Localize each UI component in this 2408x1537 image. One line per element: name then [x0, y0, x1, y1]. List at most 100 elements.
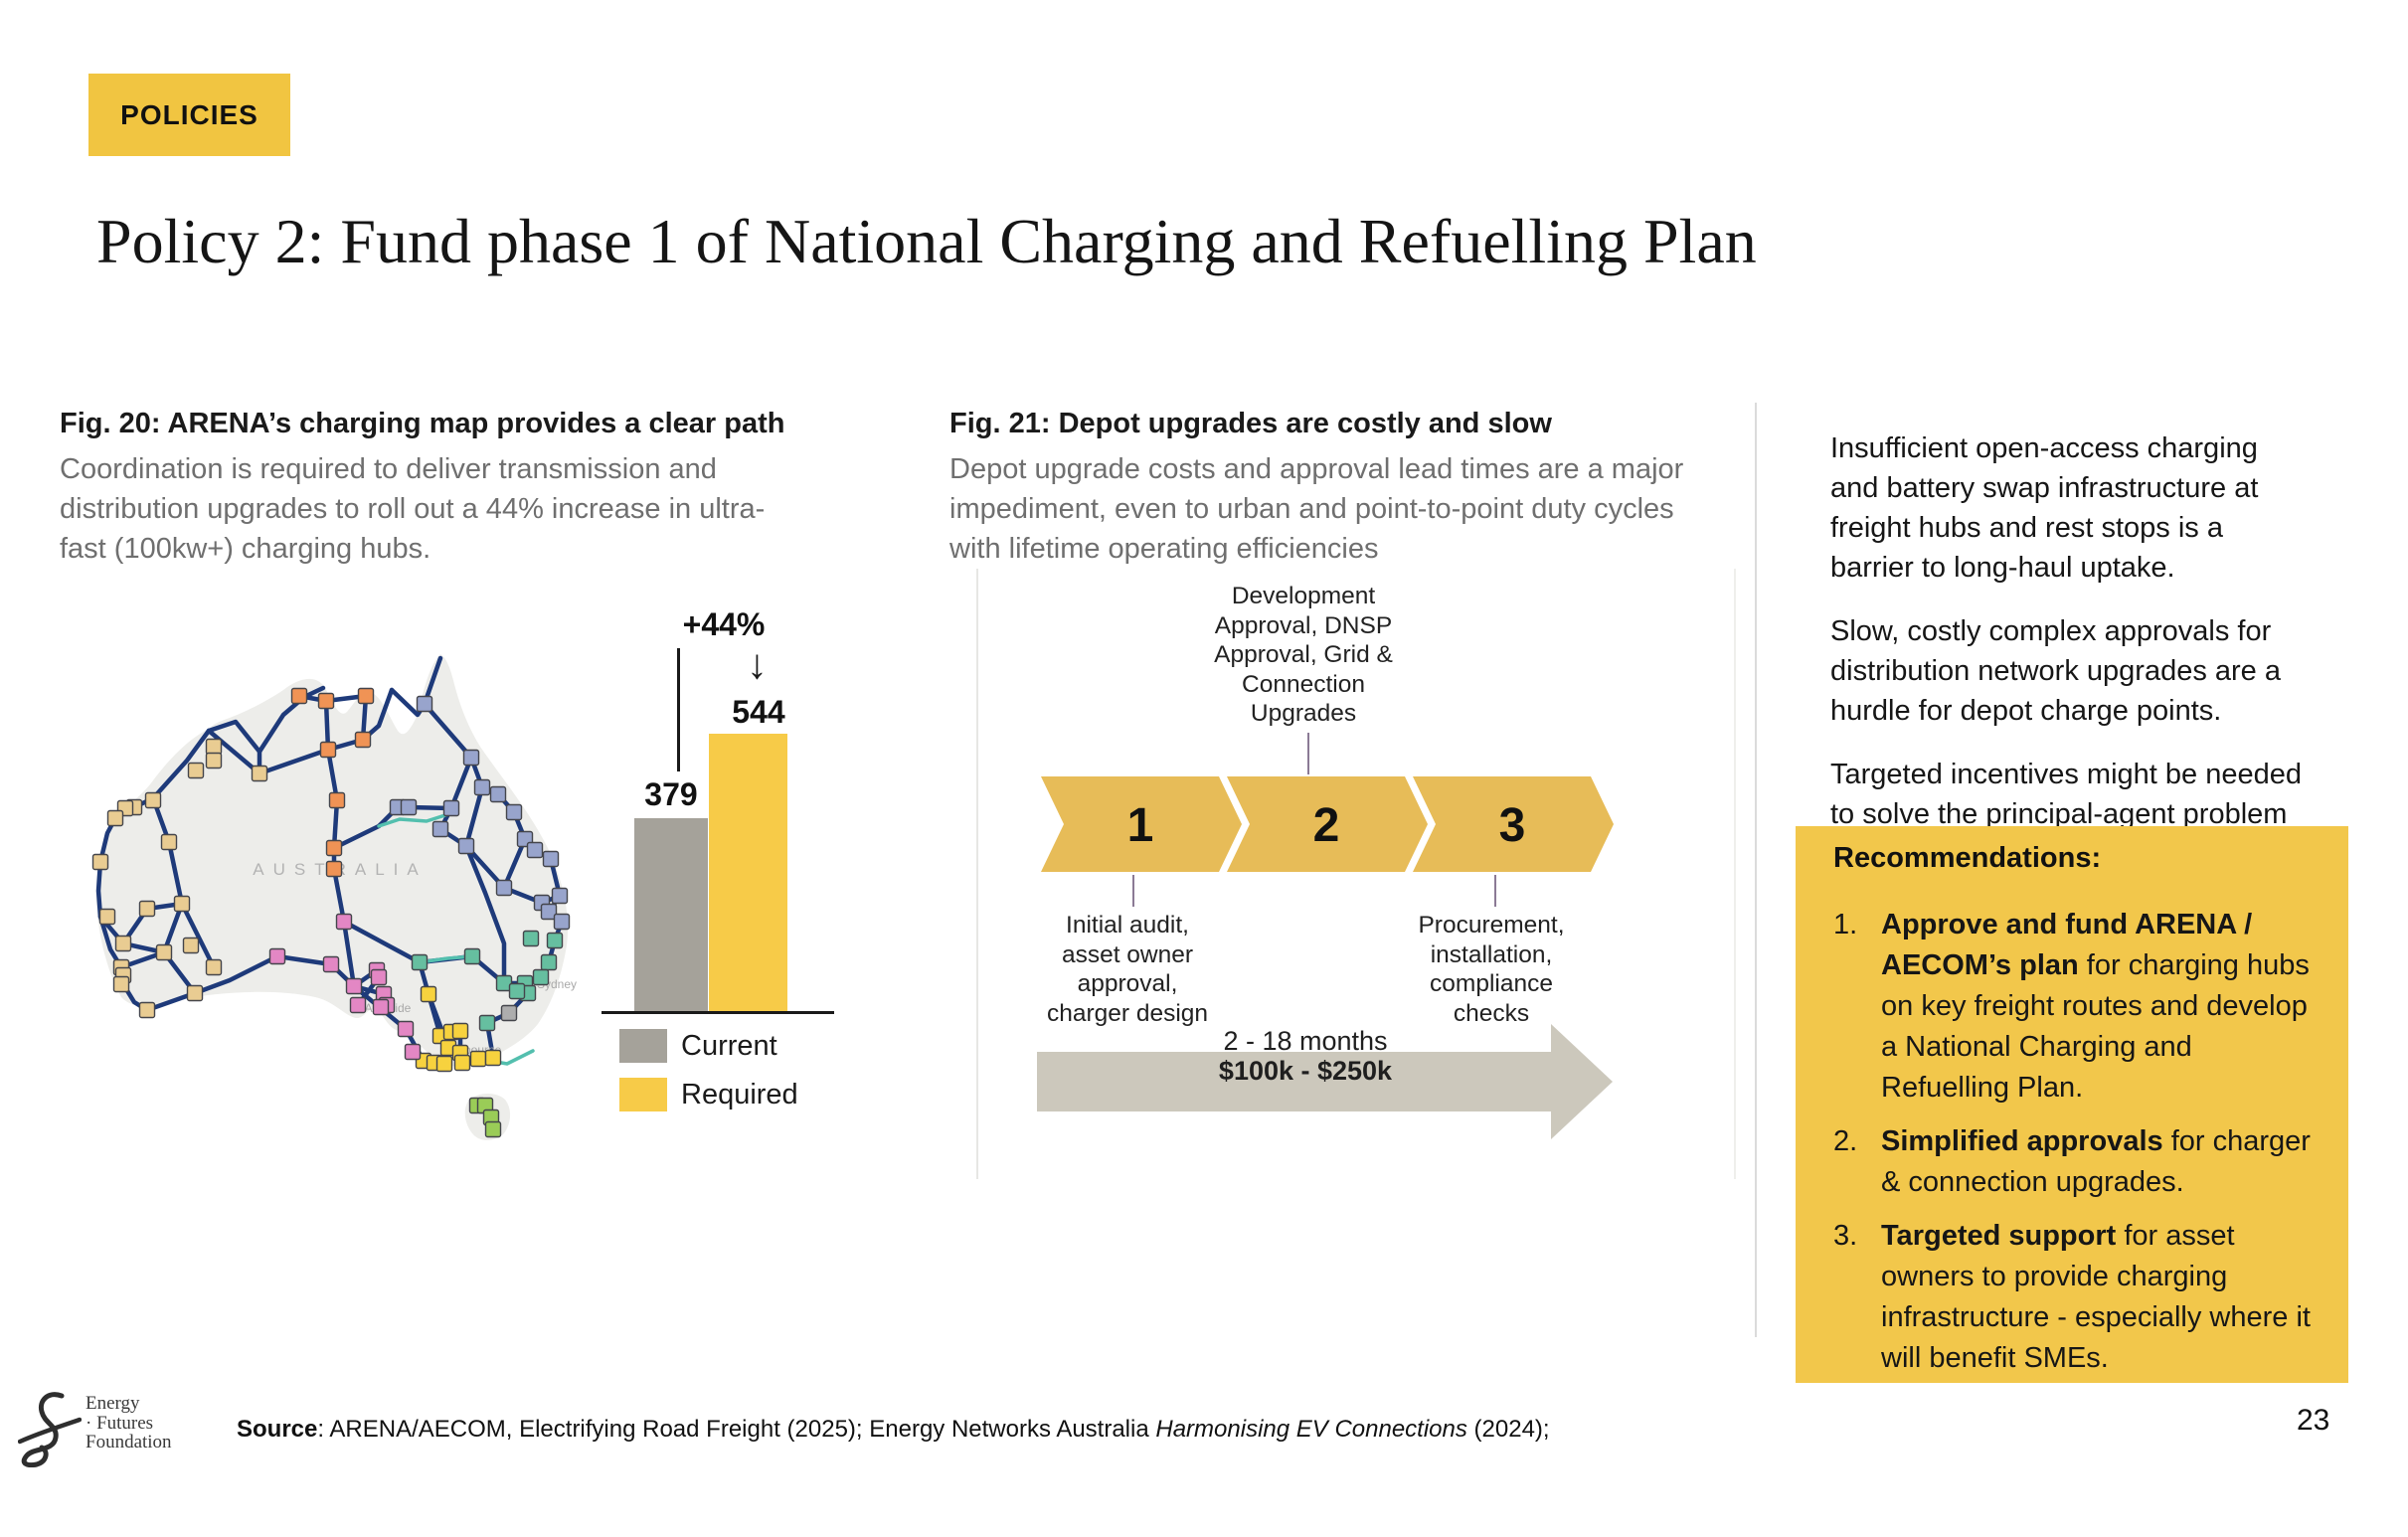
fig21-description: Depot upgrade costs and approval lead ti…: [949, 453, 1684, 565]
recommendation-number: 3.: [1833, 1220, 1858, 1252]
charging-hub-marker-seafoam: [411, 953, 429, 971]
timeline-arrowhead: [1551, 1024, 1613, 1139]
charging-hub-marker-tan: [251, 765, 268, 782]
page-title: Policy 2: Fund phase 1 of National Charg…: [96, 206, 1757, 276]
charging-hub-marker-slate: [462, 749, 480, 767]
current-bar: [634, 818, 708, 1013]
recommendation-text: Simplified approvals for charger & conne…: [1881, 1121, 2326, 1203]
charging-hub-marker-pink: [372, 998, 390, 1016]
fig20-caption: Fig. 20: ARENA’s charging map provides a…: [60, 408, 785, 439]
source-italic-title: Harmonising EV Connections: [1155, 1416, 1467, 1443]
timeline-duration: 2 - 18 months: [1223, 1026, 1388, 1056]
annotation-line: [677, 648, 680, 771]
fig21-caption: Fig. 21: Depot upgrades are costly and s…: [949, 408, 1552, 439]
charging-hub-marker-slate: [457, 837, 475, 855]
charging-hub-marker-orange: [317, 692, 335, 710]
timeline-arrow-body: [1037, 1052, 1551, 1111]
charging-hub-marker-slate: [400, 798, 418, 816]
charging-hub-marker-pink: [404, 1043, 422, 1061]
recommendations-box: Recommendations: 1. Approve and fund AREN…: [1796, 826, 2348, 1383]
source-citation: Source: ARENA/AECOM, Electrifying Road F…: [237, 1416, 1550, 1444]
charging-hub-marker-seafoam: [546, 932, 564, 949]
charging-hub-marker-tan: [114, 935, 132, 952]
step1-bottom-label: Initial audit, asset owner approval, cha…: [1046, 912, 1209, 1027]
charging-hub-markers: [91, 687, 571, 1138]
charging-hub-marker-yellow: [420, 985, 437, 1003]
energy-futures-foundation-logo-icon: [18, 1392, 82, 1467]
required-bar: [709, 734, 787, 1013]
recommendations-heading: Recommendations:: [1833, 842, 2102, 874]
charging-hub-marker-orange: [354, 731, 372, 749]
step3-bottom-label: Procurement, installation, compliance ch…: [1418, 912, 1565, 1027]
timeline-cost: $100k - $250k: [1218, 1056, 1393, 1086]
recommendations-list: 1. Approve and fund ARENA / AECOM’s plan …: [1833, 905, 2326, 1379]
charging-hub-marker-pink: [322, 955, 340, 973]
charging-hub-marker-slate: [431, 820, 449, 838]
recommendation-lead: Simplified approvals: [1881, 1125, 2163, 1157]
logo-line: · Futures: [86, 1412, 154, 1434]
charging-hub-marker-slate: [505, 803, 523, 821]
timeline-arrow: [1037, 1024, 1613, 1139]
recommendation-rest: for asset owners to provide charging inf…: [1881, 1220, 2311, 1374]
logo-line: Foundation: [86, 1432, 172, 1452]
charging-hub-marker-seafoam: [508, 982, 526, 1000]
process-step-chevron-1: [1041, 776, 1242, 872]
recommendation-lead: Targeted support: [1881, 1220, 2117, 1252]
charging-hub-marker-slate: [473, 778, 491, 796]
required-value-label: 544: [732, 694, 785, 730]
current-legend-label: Current: [681, 1029, 777, 1062]
charging-hub-marker-slate: [553, 913, 571, 931]
charging-hub-marker-tan: [205, 738, 223, 756]
process-step-number: 2: [1313, 799, 1340, 852]
charging-hub-marker-pink: [268, 947, 286, 965]
charging-hub-marker-slate: [542, 850, 560, 868]
logo-wordmark: Energy · Futures Foundation: [86, 1394, 172, 1452]
charging-hub-marker-orange: [290, 687, 308, 705]
column-divider: [1755, 403, 1757, 1337]
charging-hub-marker-tan: [98, 908, 116, 926]
charging-hubs-bar-chart: +44% ↓ 544 379 Current Required: [602, 606, 845, 1133]
charging-hub-marker-tan: [112, 975, 130, 993]
charging-hub-marker-tan: [186, 984, 204, 1002]
charging-hub-marker-slate: [495, 879, 513, 897]
charging-hub-marker-seafoam: [532, 968, 550, 986]
charging-hub-marker-orange: [325, 860, 343, 878]
required-legend-label: Required: [681, 1078, 798, 1110]
recommendation-rest: for charging hubs on key freight routes …: [1881, 949, 2310, 1104]
charging-hub-marker-orange: [319, 741, 337, 759]
source-text: : ARENA/AECOM, Electrifying Road Freight…: [317, 1416, 1156, 1443]
charging-hub-marker-orange: [328, 791, 346, 809]
recommendation-lead: Approve and fund ARENA / AECOM’s plan: [1881, 909, 2253, 981]
charging-hub-marker-tan: [173, 895, 191, 913]
charging-hub-marker-tan: [205, 752, 223, 769]
connector-line-step3: [1494, 875, 1496, 907]
route-line: [448, 755, 474, 811]
charging-hub-marker-pink: [397, 1020, 415, 1038]
charging-hub-marker-tan: [106, 809, 124, 827]
charging-hub-marker-tan: [91, 853, 109, 871]
charging-hub-marker-slate: [442, 799, 460, 817]
charging-hub-marker-pink: [335, 913, 353, 931]
charging-hub-marker-yellow: [453, 1054, 471, 1072]
insight-paragraph: Slow, costly complex approvals for distr…: [1830, 615, 2281, 727]
charging-hub-marker-pink: [345, 977, 363, 995]
policies-badge: POLICIES: [88, 74, 290, 156]
charging-hub-marker-seafoam: [478, 1014, 496, 1032]
route-line: [179, 901, 217, 970]
route-line-teal: [418, 954, 474, 964]
charging-hub-marker-yellow: [469, 1050, 487, 1068]
recommendation-number: 1.: [1833, 909, 1858, 940]
recommendation-rest: for charger & connection upgrades.: [1881, 1125, 2311, 1198]
charging-hub-marker-slate: [551, 887, 569, 905]
recommendation-number: 2.: [1833, 1125, 1858, 1157]
chart-axis-line: [602, 1011, 834, 1014]
charging-hub-marker-seafoam: [522, 930, 540, 947]
timeline-text: 2 - 18 months $100k - $250k: [1156, 1026, 1455, 1086]
charging-hub-marker-slate: [489, 785, 507, 803]
insight-paragraph: Insufficient open-access charging and ba…: [1830, 432, 2259, 584]
route-line: [325, 747, 357, 989]
route-line: [463, 843, 507, 986]
recommendation-item: 3. Targeted support for asset owners to p…: [1833, 1216, 2326, 1379]
recommendation-text: Approve and fund ARENA / AECOM’s plan fo…: [1881, 905, 2326, 1109]
